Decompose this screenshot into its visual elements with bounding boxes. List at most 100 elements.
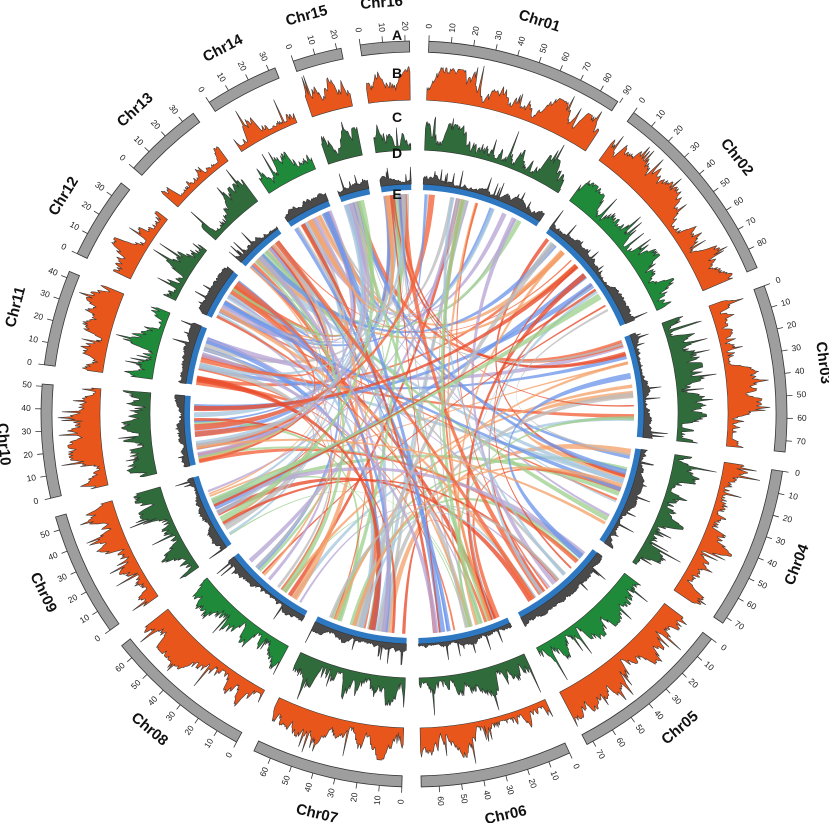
tick-label: 60	[113, 660, 127, 674]
track-label-e: E	[392, 186, 401, 202]
density-area	[175, 477, 227, 559]
track-b-density	[57, 65, 771, 764]
tick-mark	[764, 283, 771, 287]
density-area	[418, 653, 542, 716]
tick-label: 80	[755, 235, 768, 248]
tick-mark	[310, 772, 314, 779]
density-area	[536, 572, 648, 681]
tick-label: 20	[66, 592, 79, 605]
tick-label: 30	[21, 426, 31, 436]
density-area	[321, 121, 363, 165]
tick-mark	[61, 275, 67, 279]
tick-label: 50	[537, 42, 550, 55]
tick-label: 90	[620, 83, 634, 97]
tick-mark	[648, 703, 654, 709]
tick-label: 0	[719, 642, 729, 653]
tick-label: 70	[580, 60, 593, 73]
tick-label: 30	[167, 103, 181, 117]
density-area	[569, 180, 675, 311]
tick-label: 0	[571, 762, 582, 771]
tick-mark	[381, 36, 383, 43]
tick-label: 60	[732, 194, 746, 208]
tick-mark	[548, 761, 552, 768]
tick-mark	[176, 704, 181, 710]
tick-mark	[782, 470, 789, 473]
tick-label: 0	[637, 95, 648, 105]
density-area	[80, 500, 159, 611]
chromosome-label-chr09: Chr09	[26, 570, 60, 616]
density-area	[216, 556, 305, 622]
track-label-d: D	[392, 145, 402, 161]
tick-label: 40	[704, 157, 718, 171]
tick-label: 60	[614, 735, 628, 749]
tick-mark	[461, 783, 463, 790]
tick-mark	[633, 107, 638, 113]
tick-mark	[473, 39, 476, 46]
tick-mark	[106, 191, 112, 196]
tick-label: 10	[215, 70, 229, 83]
chromosome-label-chr11: Chr11	[2, 285, 29, 330]
tick-mark	[82, 230, 88, 234]
tick-mark	[213, 730, 218, 737]
tick-mark	[569, 752, 573, 759]
tick-mark	[784, 372, 791, 374]
synteny-link	[274, 240, 536, 601]
density-area	[116, 306, 171, 380]
density-area	[271, 697, 405, 761]
tick-mark	[37, 453, 44, 455]
tick-mark	[92, 611, 98, 615]
tick-mark	[225, 85, 229, 91]
tick-label: 50	[22, 379, 32, 390]
tick-label: 0	[32, 495, 39, 506]
tick-label: 70	[594, 748, 607, 761]
tick-label: 60	[257, 765, 270, 778]
density-area	[140, 608, 265, 707]
track-c-density	[116, 116, 717, 716]
density-band	[232, 553, 308, 618]
synteny-link	[308, 195, 394, 312]
density-area	[153, 243, 208, 301]
density-area	[194, 266, 234, 316]
synteny-link	[194, 195, 392, 438]
tick-label: 60	[436, 796, 447, 806]
tick-mark	[46, 318, 54, 321]
tick-mark	[668, 136, 673, 142]
density-area	[160, 146, 229, 208]
tick-label: 10	[780, 296, 792, 308]
tick-mark	[289, 766, 292, 773]
tick-mark	[630, 717, 635, 723]
tick-mark	[38, 363, 45, 366]
chromosome-label-chr16: Chr16	[360, 0, 404, 13]
tick-label: 0	[60, 241, 69, 252]
density-area	[549, 210, 648, 325]
density-area	[559, 603, 687, 727]
tick-label: 0	[93, 633, 103, 644]
tick-mark	[41, 340, 48, 343]
tick-label: 10	[654, 107, 668, 121]
tick-label: 40	[766, 557, 779, 570]
ideogram-chr15	[292, 47, 344, 73]
tick-label: 0	[284, 43, 295, 51]
chromosome-label-chr01: Chr01	[517, 6, 563, 35]
tick-mark	[205, 97, 210, 103]
synteny-link	[194, 264, 579, 412]
ideogram-chr12	[76, 182, 131, 259]
tick-label: 40	[21, 403, 31, 413]
chromosome-label-chr06: Chr06	[483, 802, 528, 823]
tick-label: 40	[652, 708, 666, 722]
tick-mark	[697, 656, 703, 661]
tick-mark	[358, 38, 361, 45]
tick-label: 20	[687, 676, 701, 690]
tick-mark	[777, 327, 784, 330]
tick-label: 10	[202, 736, 216, 750]
synteny-link	[220, 243, 333, 349]
tick-label: 40	[47, 549, 60, 562]
density-area	[520, 552, 606, 627]
tick-label: 10	[28, 333, 39, 345]
tick-label: 40	[47, 265, 60, 278]
tick-mark	[93, 210, 100, 215]
tick-mark	[312, 48, 316, 55]
tick-mark	[178, 116, 183, 122]
synteny-link	[211, 454, 621, 507]
chromosome-label-chr15: Chr15	[284, 2, 329, 29]
